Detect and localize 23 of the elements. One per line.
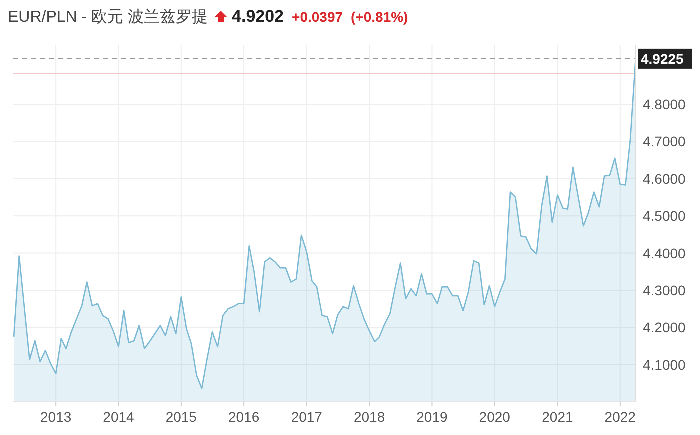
x-tick-label: 2015 [166, 409, 198, 425]
y-tick-label: 4.1000 [643, 356, 686, 373]
y-tick-label: 4.6000 [643, 170, 686, 187]
x-tick-label: 2022 [604, 409, 636, 425]
x-tick-label: 2020 [479, 409, 511, 425]
y-tick-label: 4.8000 [643, 96, 686, 112]
text: +0.0397 [292, 9, 344, 25]
x-tick-label: 2021 [542, 409, 574, 425]
ref-line-label: 4.9225 [641, 50, 684, 67]
x-tick-label: 2016 [228, 409, 260, 425]
x-tick-label: 2014 [103, 409, 135, 425]
y-tick-label: 4.3000 [643, 282, 686, 298]
x-tick-label: 2013 [40, 409, 72, 425]
x-tick-label: 2019 [416, 409, 448, 425]
x-tick-label: 2017 [291, 409, 323, 425]
y-tick-label: 4.7000 [643, 134, 686, 150]
text: 4.9202 [232, 7, 284, 26]
y-tick-label: 4.4000 [643, 245, 686, 262]
y-tick-label: 4.5000 [643, 208, 686, 224]
y-tick-label: 4.2000 [643, 320, 686, 336]
x-tick-label: 2018 [354, 409, 386, 425]
text: (+0.81%) [351, 9, 408, 25]
chart-title: EUR/PLN - 欧元 波兰兹罗提 [8, 8, 208, 26]
